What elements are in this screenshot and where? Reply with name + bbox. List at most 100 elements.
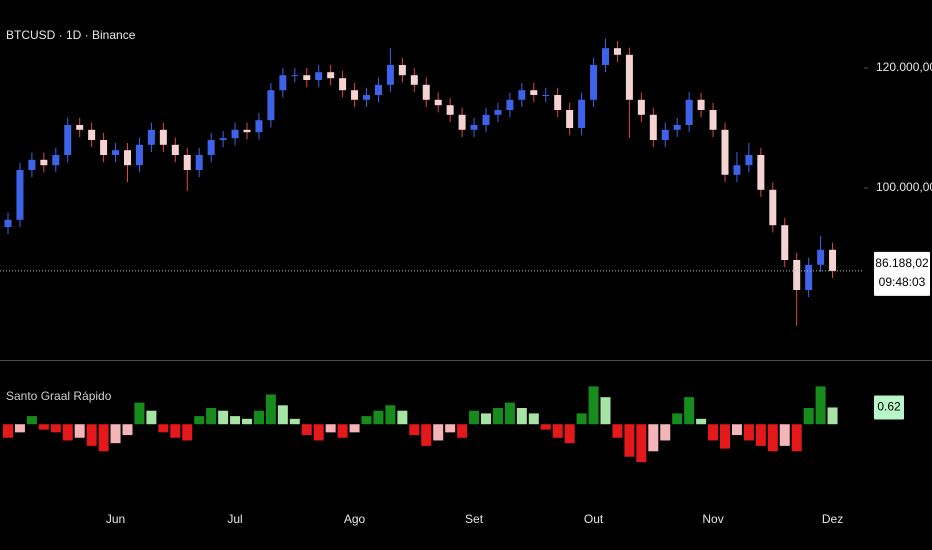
x-tick-label: Ago: [344, 512, 366, 526]
candle-body: [781, 225, 789, 260]
candle-body: [398, 64, 406, 76]
candle-body: [733, 165, 741, 175]
histogram-bar: [373, 410, 384, 425]
candle-body: [757, 154, 765, 190]
candle-body: [470, 124, 478, 130]
histogram-bar: [206, 408, 217, 425]
histogram-bar: [743, 424, 754, 441]
histogram-bar: [660, 424, 671, 441]
candle-body: [159, 129, 167, 145]
candle-body: [709, 109, 717, 130]
candle-body: [554, 94, 562, 110]
last-price-label: 86.188,02: [875, 256, 929, 270]
candle-body: [697, 99, 705, 110]
y-tick-label: 100.000,00: [876, 180, 932, 194]
x-tick-label: Dez: [822, 512, 843, 526]
candle-body: [351, 90, 359, 100]
histogram-bar: [791, 424, 802, 452]
candle-body: [805, 264, 813, 290]
histogram-bar: [397, 410, 408, 425]
value-label: 0.62: [877, 400, 901, 414]
histogram-bar: [624, 424, 635, 457]
candle-body: [135, 144, 143, 166]
candle-body: [28, 159, 36, 170]
histogram-bar: [38, 424, 49, 430]
candle-body: [446, 105, 454, 115]
histogram-bar: [815, 386, 826, 425]
histogram-bar: [720, 424, 730, 449]
histogram-bar: [409, 424, 420, 436]
candle-body: [195, 154, 203, 170]
candle-body: [100, 139, 108, 155]
candle-body: [542, 94, 550, 96]
histogram-bar: [779, 424, 790, 446]
histogram-bar: [265, 394, 276, 425]
histogram-bar: [337, 424, 348, 438]
histogram-bar: [3, 424, 13, 438]
histogram-bar: [277, 405, 288, 425]
candle-body: [518, 90, 526, 100]
histogram-bar: [50, 424, 61, 433]
histogram-bar: [731, 424, 742, 436]
x-tick-label: Nov: [702, 512, 723, 526]
histogram-bar: [803, 408, 814, 425]
x-tick-label: Out: [584, 512, 604, 526]
histogram-bar: [755, 424, 766, 446]
candle-body: [745, 154, 753, 166]
histogram-bar: [445, 424, 456, 433]
candle-body: [363, 94, 370, 100]
histogram-bar: [516, 408, 527, 425]
x-tick-label: Jun: [106, 512, 125, 526]
histogram-bar: [552, 424, 563, 438]
histogram-bar: [86, 424, 97, 446]
candle-body: [255, 120, 263, 133]
histogram-bar: [218, 410, 229, 425]
candle-body: [625, 54, 633, 100]
candle-body: [494, 109, 502, 115]
histogram-bar: [134, 402, 145, 425]
candle-body: [673, 124, 681, 130]
histogram-bar: [289, 418, 300, 425]
histogram-bar: [576, 413, 587, 425]
value-label-box: [874, 395, 904, 420]
candle-body: [52, 154, 60, 166]
candle-body: [721, 129, 729, 175]
histogram-bar: [158, 424, 169, 433]
candle-body: [88, 129, 96, 140]
histogram-bar: [636, 424, 647, 463]
histogram-bar: [481, 413, 491, 425]
candle-body: [769, 189, 777, 226]
histogram-bar: [708, 424, 719, 441]
indicator-title: Santo Graal Rápido: [6, 389, 112, 403]
candle-body: [267, 90, 275, 121]
last-price-box: [874, 251, 930, 296]
histogram-bar: [457, 424, 468, 438]
histogram-bar: [98, 424, 109, 452]
histogram-bar: [385, 405, 396, 425]
candle-body: [590, 64, 598, 100]
candle-body: [458, 114, 466, 130]
candle-body: [219, 138, 227, 140]
histogram-bar: [26, 416, 37, 425]
histogram-bar: [242, 418, 252, 425]
histogram-bar: [313, 424, 324, 441]
candle-body: [410, 75, 418, 85]
candle-body: [40, 159, 48, 166]
candle-body: [16, 169, 24, 220]
histogram-bar: [684, 397, 695, 425]
chart-title: BTCUSD · 1D · Binance: [6, 28, 136, 42]
candle-body: [207, 139, 215, 155]
candle-body: [566, 109, 574, 128]
histogram-bar: [194, 416, 205, 425]
candle-body: [434, 99, 442, 106]
candle-body: [637, 99, 645, 115]
candle-body: [613, 48, 621, 55]
candle-body: [303, 75, 311, 80]
histogram-bar: [672, 413, 683, 425]
candle-body: [339, 78, 347, 91]
candle-body: [231, 129, 239, 139]
candle-body: [482, 114, 490, 125]
